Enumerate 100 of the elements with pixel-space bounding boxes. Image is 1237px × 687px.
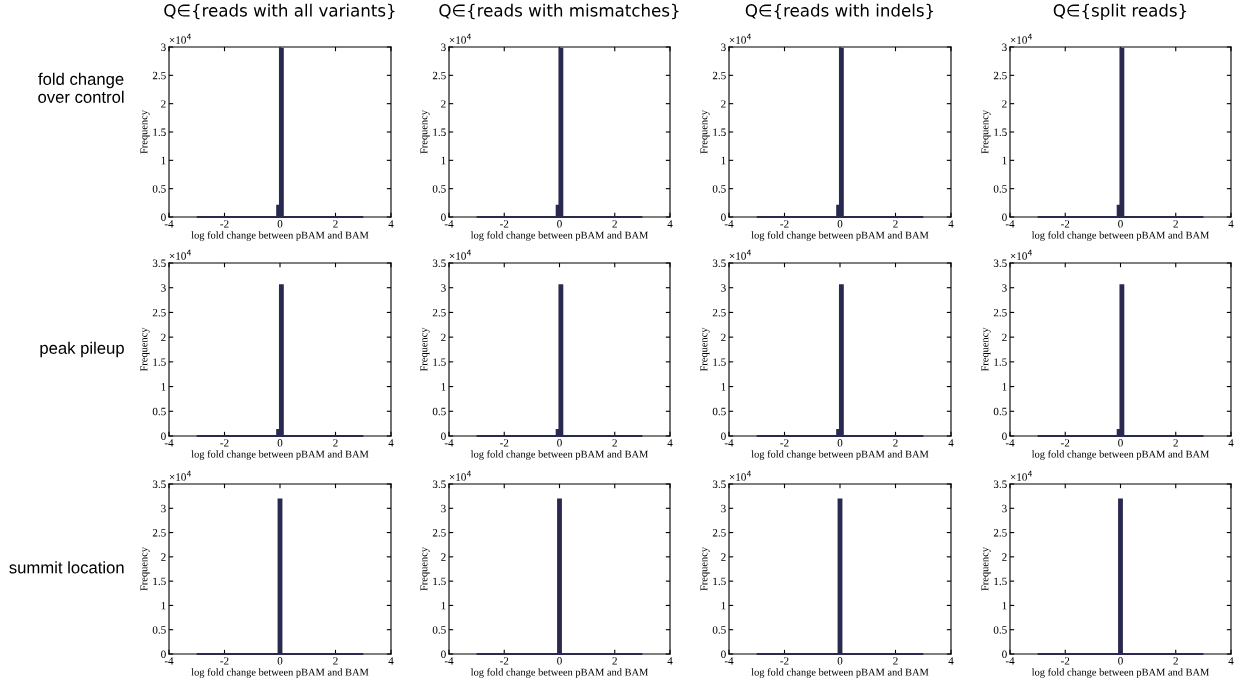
x-axis-title: log fold change between pBAM and BAM <box>191 668 369 678</box>
y-tick-label: 2 <box>441 553 446 561</box>
y-tick-label: 2 <box>1002 553 1007 561</box>
y-tick-label: 3 <box>441 284 446 292</box>
y-axis-title: Frequency <box>140 547 150 591</box>
y-tick-label: 1.5 <box>713 128 726 137</box>
y-tick-label: 3.5 <box>712 259 726 268</box>
text: summit location <box>9 561 124 574</box>
y-tick-label: 0.5 <box>712 626 726 634</box>
x-axis-title: log fold change between pBAM and BAM <box>1031 668 1210 678</box>
y-tick-label: 0 <box>1002 213 1007 221</box>
y-tick-label: 0 <box>441 213 446 221</box>
y-tick-label: 2.5 <box>432 308 446 317</box>
x-tick-label: -4 <box>1005 657 1015 665</box>
x-tick-label: -4 <box>444 657 454 665</box>
y-tick-label: 1.5 <box>713 358 726 366</box>
y-tick-label: 0.5 <box>712 185 726 193</box>
x-tick-label: 2 <box>893 439 898 447</box>
y-tick-label: 1.5 <box>994 577 1007 586</box>
y-tick-label: 0 <box>441 432 446 440</box>
x-tick-label: 0 <box>557 657 562 665</box>
text: ×10$^{4}$ <box>1010 249 1032 260</box>
text: ×10$^{4}$ <box>729 470 751 481</box>
x-tick-label: -2 <box>500 657 509 665</box>
x-tick-label: 0 <box>1118 657 1123 665</box>
x-tick-label: 0 <box>837 220 843 228</box>
y-tick-label: 2 <box>721 100 726 108</box>
x-tick-label: -2 <box>1061 220 1070 228</box>
x-axis-title: log fold change between pBAM and BAM <box>470 668 649 678</box>
y-tick-label: 1.5 <box>994 358 1007 366</box>
y-tick-label: 2 <box>441 333 446 341</box>
x-tick-label: 4 <box>667 657 673 665</box>
y-tick-label: 1 <box>721 156 726 165</box>
x-tick-label: 4 <box>1228 220 1234 228</box>
x-tick-label: 4 <box>948 220 954 228</box>
y-tick-label: 1.5 <box>433 577 446 586</box>
y-tick-label: 0.5 <box>152 626 166 634</box>
y-tick-label: 2.5 <box>152 71 166 80</box>
x-tick-label: 0 <box>557 439 562 447</box>
y-tick-label: 0 <box>1002 432 1007 440</box>
y-tick-label: 0.5 <box>432 185 446 193</box>
y-axis-title: Frequency <box>700 110 710 154</box>
x-tick-label: -2 <box>220 220 229 228</box>
y-tick-label: 1.5 <box>153 358 166 366</box>
x-axis-title: log fold change between pBAM and BAM <box>191 231 369 241</box>
x-tick-label: 4 <box>1228 657 1234 665</box>
y-tick-label: 1.5 <box>433 358 446 366</box>
y-tick-label: 2.5 <box>712 71 726 80</box>
y-tick-label: 3 <box>161 504 166 513</box>
x-tick-label: 2 <box>333 657 338 665</box>
x-tick-label: 2 <box>893 657 898 665</box>
y-axis-title: Frequency <box>420 110 430 154</box>
x-tick-label: 4 <box>388 220 394 228</box>
x-axis-title: log fold change between pBAM and BAM <box>751 668 929 678</box>
y-tick-label: 2.5 <box>712 529 726 537</box>
text: ×10$^{4}$ <box>449 33 471 44</box>
x-tick-label: -2 <box>220 657 229 665</box>
y-axis-title: Frequency <box>140 327 150 372</box>
y-tick-label: 1.5 <box>713 577 726 586</box>
chart-title: Q∈{reads with all variants} <box>164 3 395 20</box>
y-tick-label: 1 <box>161 601 166 610</box>
text: ×10$^{4}$ <box>729 33 751 44</box>
text: ×10$^{4}$ <box>169 470 191 481</box>
x-tick-label: 0 <box>1118 220 1123 228</box>
y-tick-label: 0 <box>721 432 726 440</box>
y-tick-label: 3.5 <box>152 259 166 268</box>
x-tick-label: 0 <box>277 439 283 447</box>
y-tick-label: 0 <box>161 650 166 658</box>
y-tick-label: 3 <box>441 43 446 51</box>
y-tick-label: 1 <box>721 383 726 391</box>
x-tick-label: 0 <box>1118 439 1123 447</box>
x-tick-label: -4 <box>1005 220 1015 228</box>
x-axis-title: log fold change between pBAM and BAM <box>751 450 929 460</box>
y-tick-label: 0.5 <box>152 407 166 416</box>
x-tick-label: 2 <box>612 220 617 228</box>
text: ×10$^{4}$ <box>449 249 471 260</box>
x-tick-label: 4 <box>948 439 954 447</box>
x-tick-label: -2 <box>780 657 789 665</box>
y-tick-label: 3 <box>721 504 726 513</box>
x-tick-label: -2 <box>780 439 789 447</box>
x-tick-label: -2 <box>780 220 789 228</box>
y-tick-label: 0 <box>161 432 166 440</box>
y-tick-label: 1 <box>1002 383 1007 391</box>
y-tick-label: 2.5 <box>432 71 446 80</box>
x-tick-label: 2 <box>333 220 338 228</box>
y-tick-label: 1.5 <box>153 128 166 137</box>
y-axis-title: Frequency <box>700 327 710 372</box>
y-tick-label: 2.5 <box>432 529 446 537</box>
y-tick-label: 2.5 <box>152 529 166 537</box>
y-axis-title: Frequency <box>981 547 991 591</box>
y-tick-label: 3 <box>721 284 726 292</box>
y-tick-label: 2 <box>441 100 446 108</box>
x-tick-label: 2 <box>612 439 617 447</box>
x-tick-label: 4 <box>667 220 673 228</box>
y-tick-label: 0.5 <box>152 185 166 193</box>
y-tick-label: 2.5 <box>712 308 726 317</box>
x-tick-label: 4 <box>388 657 394 665</box>
y-tick-label: 1.5 <box>433 128 446 137</box>
y-tick-label: 2 <box>161 100 166 108</box>
y-tick-label: 3 <box>161 43 166 51</box>
